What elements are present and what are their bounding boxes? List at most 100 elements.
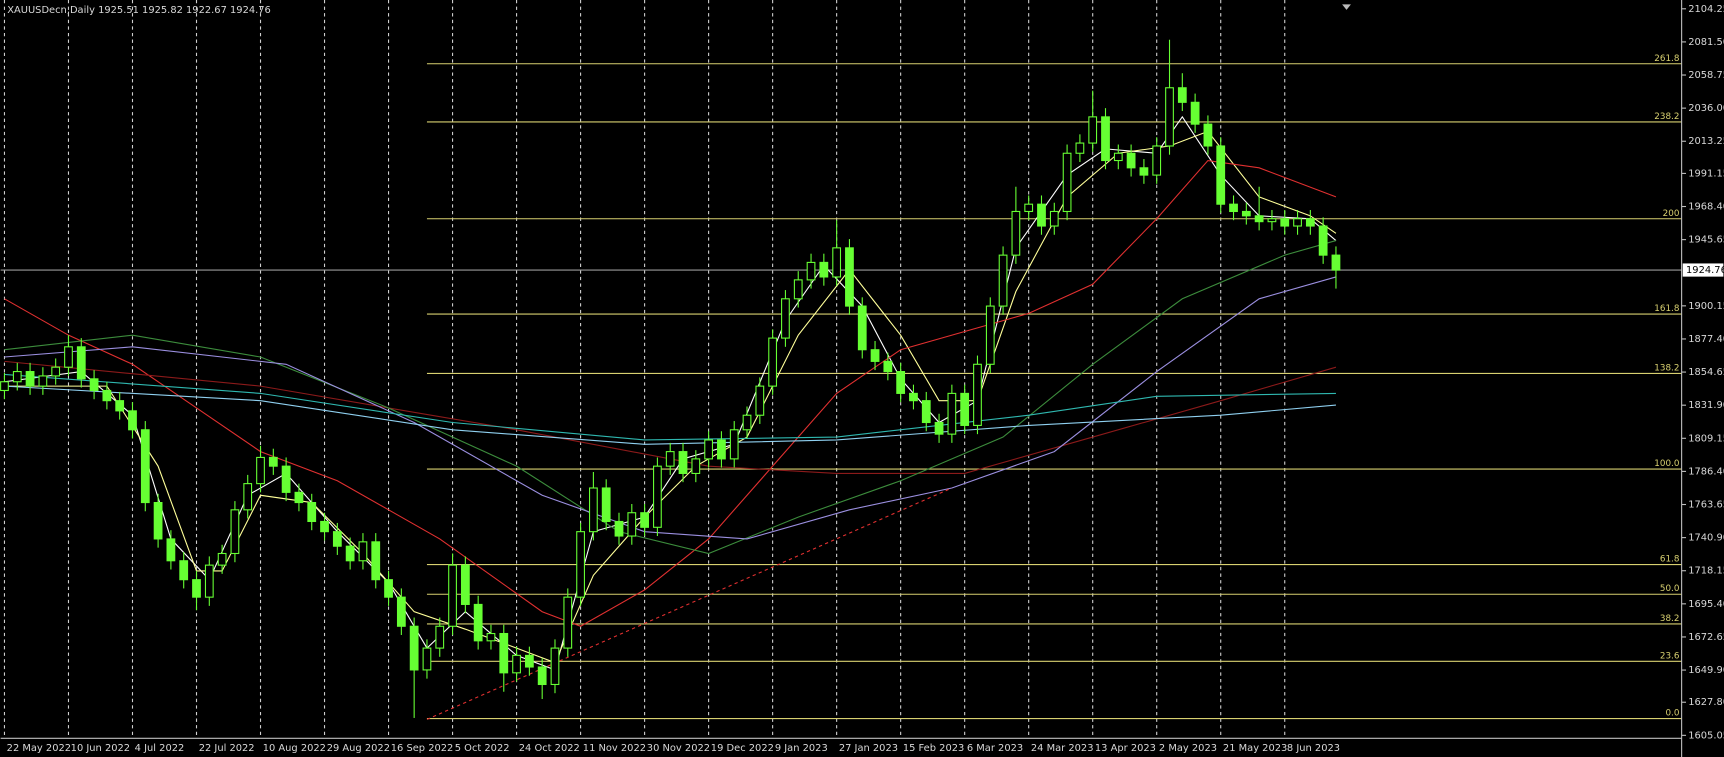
candle-body [256, 456, 265, 485]
candle-body [627, 512, 637, 537]
candle-body [678, 451, 688, 474]
fibo-label: 200 [1663, 209, 1680, 219]
x-tick-label: 22 May 2022 [7, 743, 71, 754]
candle-body [217, 552, 227, 566]
x-tick-label: 24 Oct 2022 [519, 743, 580, 754]
candle-body [486, 632, 496, 642]
candle-body [1062, 152, 1072, 213]
x-tick-label: 11 Nov 2022 [583, 743, 646, 754]
y-tick-label: 1945.65 [1688, 235, 1724, 246]
candle-body [691, 458, 701, 474]
chart-title: XAUUSDecn,Daily 1925.51 1925.82 1922.67 … [7, 5, 271, 16]
shift-marker [1342, 4, 1351, 10]
candle-body [307, 501, 317, 523]
y-tick-label: 2104.25 [1688, 4, 1724, 15]
x-tick-label: 22 Jul 2022 [199, 743, 255, 754]
candle-body [793, 279, 803, 300]
y-tick-label: 2013.25 [1688, 136, 1724, 147]
fibo-label: 261.8 [1654, 54, 1679, 64]
candle-body [243, 483, 253, 511]
fibo-label: 38.2 [1660, 614, 1680, 624]
fibo-label: 161.8 [1654, 304, 1679, 314]
candle-body [460, 564, 470, 605]
candle-body [448, 564, 457, 627]
moving-average [4, 159, 1337, 627]
fibo-label: 61.8 [1660, 555, 1680, 565]
candle-body [89, 378, 99, 392]
x-tick-label: 10 Aug 2022 [263, 743, 326, 754]
y-tick-label: 1854.65 [1688, 367, 1724, 378]
candle-body [1318, 225, 1328, 256]
x-tick-label: 8 Jun 2023 [1287, 743, 1340, 754]
candle-body [1088, 116, 1098, 144]
x-tick-label: 15 Feb 2023 [903, 743, 964, 754]
moving-average [4, 373, 1336, 441]
fibo-label: 100.0 [1654, 459, 1679, 469]
y-tick-label: 1831.90 [1688, 400, 1724, 411]
candle-body [1229, 203, 1238, 213]
candle-body [781, 298, 790, 339]
candle-body [550, 647, 560, 686]
x-tick-label: 6 Mar 2023 [967, 743, 1023, 754]
x-tick-label: 4 Jul 2022 [135, 743, 185, 754]
candle-body [1305, 218, 1315, 227]
candle-body [76, 346, 86, 380]
candle-body [25, 371, 35, 387]
candle-body [1177, 87, 1187, 103]
x-tick-label: 5 Oct 2022 [455, 743, 510, 754]
candle-body [64, 346, 73, 368]
y-tick-label: 2058.75 [1688, 70, 1724, 81]
candle-body [179, 560, 189, 581]
candle-body [665, 451, 675, 467]
y-tick-label: 1877.40 [1688, 334, 1724, 345]
candle-body [281, 465, 291, 493]
candle-body [614, 520, 624, 537]
candle-body [845, 247, 854, 307]
y-tick-label: 1740.90 [1688, 533, 1724, 544]
last-price-label: 1924.76 [1686, 265, 1724, 276]
candle-body [755, 385, 765, 416]
candle-body [268, 456, 278, 467]
candle-body [1075, 142, 1085, 154]
y-tick-label: 1991.15 [1688, 168, 1724, 179]
candle-body [729, 429, 739, 460]
y-tick-label: 1649.90 [1688, 665, 1724, 676]
candle-body [717, 439, 726, 460]
candle-body [371, 541, 381, 581]
candle-body [51, 366, 61, 377]
y-tick-label: 1605.05 [1688, 730, 1724, 741]
candle-body [1203, 123, 1213, 147]
moving-average [4, 276, 1337, 540]
candle-body [1267, 218, 1277, 223]
candle-body [345, 545, 355, 562]
candle-body [422, 647, 432, 671]
candle-body [384, 579, 393, 598]
candle-body [1331, 254, 1341, 271]
candle-body [1190, 101, 1200, 125]
candle-body [192, 579, 201, 598]
candle-body [806, 261, 816, 281]
candle-body [819, 261, 829, 278]
y-tick-label: 1695.40 [1688, 599, 1724, 610]
candle-body [12, 371, 22, 383]
candle-body [601, 487, 611, 523]
x-tick-label: 24 Mar 2023 [1031, 743, 1094, 754]
candle-body [537, 666, 547, 686]
candle-body [563, 596, 573, 649]
candle-body [294, 491, 304, 504]
fibo-label: 138.2 [1654, 363, 1679, 373]
candle-body [1280, 218, 1290, 227]
fibo-label: 0.0 [1665, 709, 1679, 719]
candle-body [1152, 145, 1162, 176]
y-tick-label: 1718.15 [1688, 566, 1724, 577]
candle-body [832, 247, 842, 278]
y-tick-label: 1968.40 [1688, 202, 1724, 213]
x-tick-label: 13 Apr 2023 [1095, 743, 1156, 754]
x-tick-label: 10 Jun 2022 [71, 743, 130, 754]
candle-body [204, 564, 214, 598]
candle-body [115, 400, 125, 412]
candle-body [320, 520, 329, 533]
candle-body [960, 392, 970, 426]
candle-body [1024, 203, 1034, 213]
y-tick-label: 1786.40 [1688, 466, 1724, 477]
